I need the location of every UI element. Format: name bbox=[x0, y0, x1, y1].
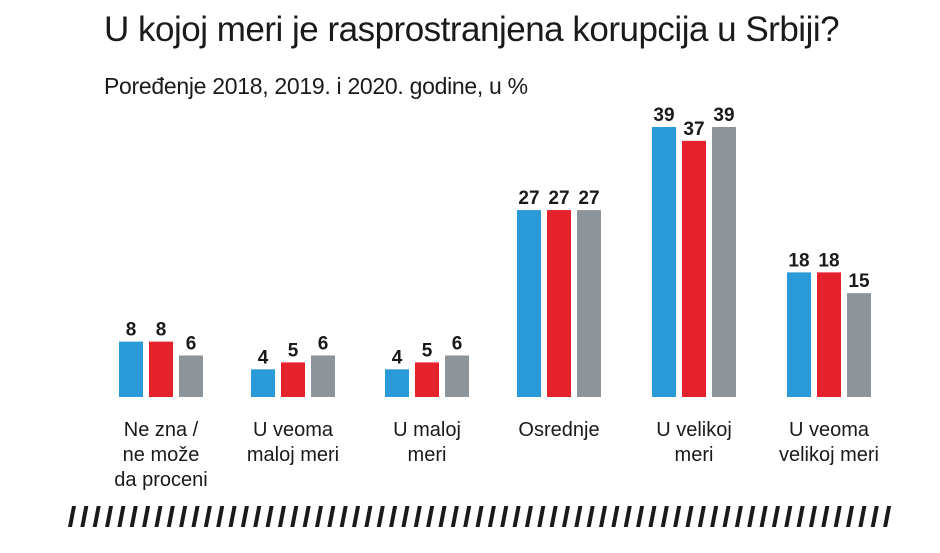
value-label-2-1: 5 bbox=[422, 340, 433, 361]
chart-subtitle: Poređenje 2018, 2019. i 2020. godine, u … bbox=[104, 73, 528, 99]
category-label-1-0: U veoma bbox=[253, 419, 334, 441]
value-label-4-0: 39 bbox=[653, 105, 674, 126]
bar-1-1 bbox=[281, 362, 305, 397]
category-label-4-0: U velikoj bbox=[656, 419, 732, 441]
value-label-3-2: 27 bbox=[578, 188, 599, 209]
value-label-3-1: 27 bbox=[548, 188, 569, 209]
bar-2-2 bbox=[445, 355, 469, 397]
bar-4-1 bbox=[682, 140, 706, 397]
hatched-divider bbox=[68, 506, 892, 527]
bar-0-2 bbox=[179, 355, 203, 397]
bar-3-2 bbox=[577, 210, 601, 397]
category-label-1-1: maloj meri bbox=[247, 444, 339, 466]
bar-3-1 bbox=[547, 210, 571, 397]
value-label-5-0: 18 bbox=[788, 250, 809, 271]
category-label-5-1: velikoj meri bbox=[779, 444, 879, 466]
bar-4-2 bbox=[712, 127, 736, 397]
category-label-5-0: U veoma bbox=[789, 419, 870, 441]
value-label-2-0: 4 bbox=[392, 347, 403, 368]
bar-5-2 bbox=[847, 293, 871, 397]
bar-2-1 bbox=[415, 362, 439, 397]
bar-4-0 bbox=[652, 127, 676, 397]
value-label-5-1: 18 bbox=[818, 250, 839, 271]
category-label-0-2: da proceni bbox=[114, 469, 207, 491]
bar-1-0 bbox=[251, 369, 275, 397]
category-label-2-1: meri bbox=[408, 444, 447, 466]
value-label-1-1: 5 bbox=[288, 340, 299, 361]
category-label-2-0: U maloj bbox=[393, 419, 461, 441]
bar-2-0 bbox=[385, 369, 409, 397]
bar-5-0 bbox=[787, 272, 811, 397]
value-label-4-1: 37 bbox=[683, 119, 704, 140]
category-label-3-0: Osrednje bbox=[518, 419, 599, 441]
value-label-2-2: 6 bbox=[452, 333, 463, 354]
value-label-1-0: 4 bbox=[258, 347, 269, 368]
value-label-0-2: 6 bbox=[186, 333, 197, 354]
bar-5-1 bbox=[817, 272, 841, 397]
bar-3-0 bbox=[517, 210, 541, 397]
value-label-0-0: 8 bbox=[126, 320, 137, 341]
category-label-4-1: meri bbox=[675, 444, 714, 466]
category-label-0-1: ne može bbox=[123, 444, 200, 466]
value-label-3-0: 27 bbox=[518, 188, 539, 209]
bar-0-0 bbox=[119, 341, 143, 397]
chart-title: U kojoj meri je rasprostranjena korupcij… bbox=[104, 10, 840, 49]
value-label-0-1: 8 bbox=[156, 320, 167, 341]
value-label-4-2: 39 bbox=[713, 105, 734, 126]
category-label-0-0: Ne zna / bbox=[124, 419, 199, 441]
value-label-1-2: 6 bbox=[318, 333, 329, 354]
bar-0-1 bbox=[149, 341, 173, 397]
value-label-5-2: 15 bbox=[848, 271, 870, 292]
bar-1-2 bbox=[311, 355, 335, 397]
